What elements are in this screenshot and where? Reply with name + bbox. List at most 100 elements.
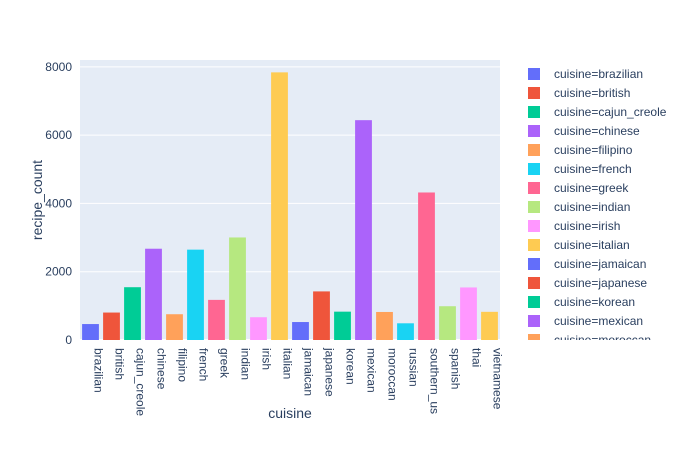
- x-tick-label: cajun_creole: [134, 348, 148, 416]
- legend-swatch: [528, 429, 540, 441]
- legend-label: cuisine=spanish: [554, 390, 640, 404]
- x-tick-label: filipino: [176, 348, 190, 382]
- x-tick-label: vietnamese: [491, 348, 505, 410]
- bar-british[interactable]: [103, 312, 120, 340]
- y-tick-label: 6000: [45, 128, 72, 142]
- bar-thai[interactable]: [460, 287, 477, 340]
- y-tick-labels: 0 2000 4000 6000 8000: [45, 60, 72, 347]
- legend-label: cuisine=southern_us: [554, 371, 664, 385]
- bar-french[interactable]: [187, 249, 204, 340]
- legend-item[interactable]: cuisine=french: [528, 162, 632, 176]
- legend-item[interactable]: cuisine=irish: [528, 219, 620, 233]
- bar-mexican[interactable]: [355, 120, 372, 340]
- x-tick-label: jamaican: [302, 347, 316, 396]
- legend-item[interactable]: cuisine=vietnamese: [528, 428, 660, 442]
- x-axis-title: cuisine: [268, 405, 312, 421]
- legend-item[interactable]: cuisine=italian: [528, 238, 630, 252]
- bar-indian[interactable]: [229, 237, 246, 340]
- bar-italian[interactable]: [271, 72, 288, 341]
- bar-vietnamese[interactable]: [481, 311, 498, 340]
- y-axis-title: recipe_count: [29, 160, 45, 240]
- bar-southern_us[interactable]: [418, 192, 435, 340]
- bar-cajun_creole[interactable]: [124, 287, 141, 340]
- legend-label: cuisine=greek: [554, 181, 629, 195]
- bar-brazilian[interactable]: [82, 324, 99, 340]
- legend-swatch: [528, 144, 540, 156]
- x-tick-label: mexican: [365, 348, 379, 393]
- legend-item[interactable]: cuisine=southern_us: [528, 371, 664, 385]
- legend-item[interactable]: cuisine=cajun_creole: [528, 105, 667, 119]
- legend-item[interactable]: cuisine=chinese: [528, 124, 640, 138]
- legend-swatch: [528, 125, 540, 137]
- legend-label: cuisine=russian: [554, 352, 637, 366]
- legend-swatch: [528, 220, 540, 232]
- legend-swatch: [528, 353, 540, 365]
- legend-swatch: [528, 315, 540, 327]
- legend-item[interactable]: cuisine=filipino: [528, 143, 633, 157]
- x-tick-label: moroccan: [386, 348, 400, 401]
- x-tick-label: russian: [407, 348, 421, 387]
- y-tick-label: 8000: [45, 60, 72, 74]
- legend: cuisine=brazilian cuisine=british cuisine=…: [528, 67, 667, 442]
- legend-label: cuisine=french: [554, 162, 632, 176]
- legend-label: cuisine=brazilian: [554, 67, 643, 81]
- legend-item[interactable]: cuisine=jamaican: [528, 257, 646, 271]
- x-tick-label: french: [197, 348, 211, 381]
- bar-moroccan[interactable]: [376, 311, 393, 340]
- bar-greek[interactable]: [208, 299, 225, 340]
- legend-label: cuisine=thai: [554, 409, 618, 423]
- bar-jamaican[interactable]: [292, 322, 309, 340]
- bars: [82, 72, 498, 341]
- x-tick-label: indian: [239, 348, 253, 380]
- x-tick-label: korean: [344, 348, 358, 385]
- legend-swatch: [528, 334, 540, 340]
- legend-item[interactable]: cuisine=mexican: [528, 314, 643, 328]
- legend-label: cuisine=japanese: [554, 276, 647, 290]
- legend-swatch: [528, 182, 540, 194]
- legend-item[interactable]: cuisine=greek: [528, 181, 629, 195]
- legend-item[interactable]: cuisine=russian: [528, 352, 637, 366]
- legend-swatch: [528, 87, 540, 99]
- legend-item[interactable]: cuisine=brazilian: [528, 67, 643, 81]
- x-tick-labels: brazilian british cajun_creole chinese filip…: [92, 347, 505, 416]
- bar-filipino[interactable]: [166, 314, 183, 340]
- x-tick-label: irish: [260, 348, 274, 370]
- x-tick-label: thai: [470, 348, 484, 367]
- y-tick-label: 2000: [45, 265, 72, 279]
- legend-label: cuisine=vietnamese: [554, 428, 660, 442]
- legend-swatch: [528, 391, 540, 403]
- legend-label: cuisine=chinese: [554, 124, 640, 138]
- legend-item[interactable]: cuisine=moroccan: [528, 333, 651, 347]
- legend-item[interactable]: cuisine=thai: [528, 409, 618, 423]
- legend-swatch: [528, 372, 540, 384]
- bar-korean[interactable]: [334, 311, 351, 340]
- legend-swatch: [528, 258, 540, 270]
- bar-russian[interactable]: [397, 323, 414, 340]
- legend-label: cuisine=moroccan: [554, 333, 651, 347]
- legend-item[interactable]: cuisine=spanish: [528, 390, 640, 404]
- legend-label: cuisine=mexican: [554, 314, 643, 328]
- legend-item[interactable]: cuisine=japanese: [528, 276, 647, 290]
- x-tick-label: greek: [218, 348, 232, 379]
- y-tick-label: 0: [65, 333, 72, 347]
- legend-label: cuisine=indian: [554, 200, 630, 214]
- legend-label: cuisine=cajun_creole: [554, 105, 667, 119]
- legend-item[interactable]: cuisine=korean: [528, 295, 635, 309]
- bar-chinese[interactable]: [145, 248, 162, 340]
- bar-spanish[interactable]: [439, 306, 456, 340]
- legend-scrollbar[interactable]: [692, 60, 696, 340]
- legend-label: cuisine=korean: [554, 295, 635, 309]
- legend-item[interactable]: cuisine=british: [528, 86, 630, 100]
- legend-item[interactable]: cuisine=indian: [528, 200, 630, 214]
- x-tick-label: brazilian: [92, 348, 106, 393]
- plot-background: [80, 60, 500, 340]
- x-tick-label: chinese: [155, 348, 169, 390]
- bar-irish[interactable]: [250, 317, 267, 340]
- bar-japanese[interactable]: [313, 291, 330, 340]
- legend-swatch: [528, 239, 540, 251]
- legend-label: cuisine=filipino: [554, 143, 633, 157]
- y-tick-label: 4000: [45, 196, 72, 210]
- x-tick-label: italian: [281, 348, 295, 379]
- legend-swatch: [528, 201, 540, 213]
